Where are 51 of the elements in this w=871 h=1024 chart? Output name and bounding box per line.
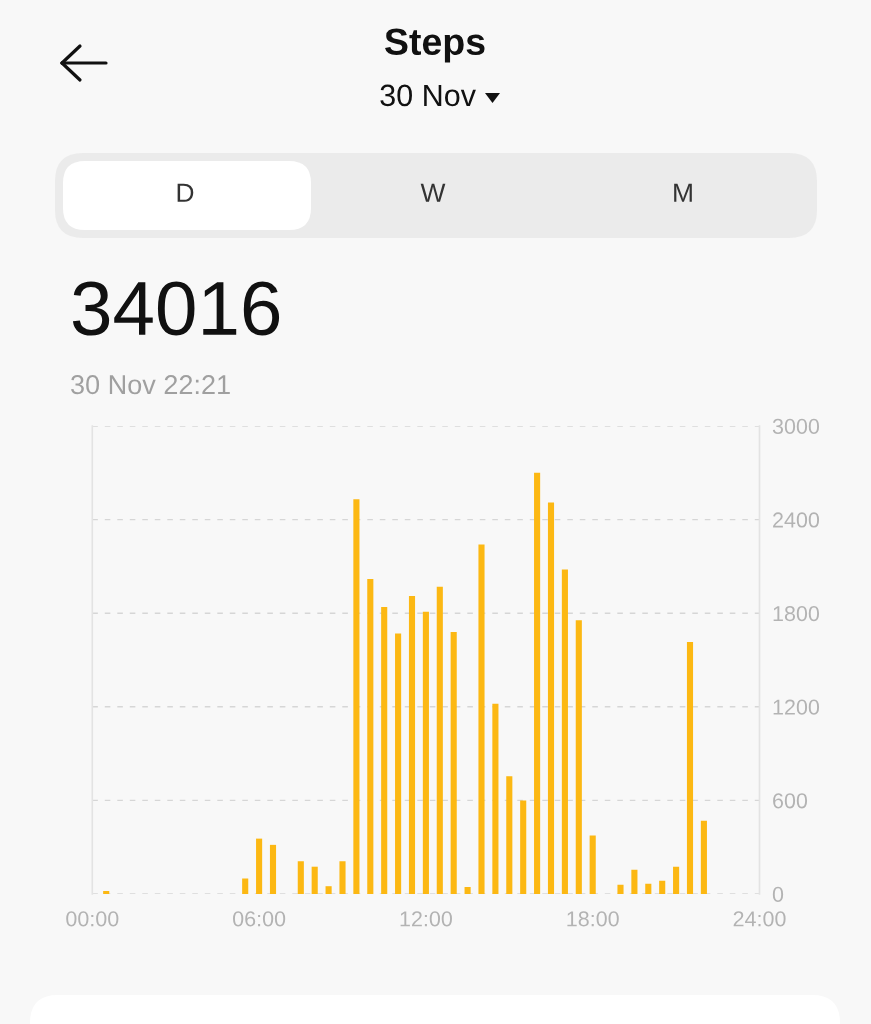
bar (534, 472, 541, 894)
bar (631, 869, 638, 894)
bar (561, 569, 568, 894)
bar (575, 620, 582, 894)
bar (686, 642, 694, 894)
text: M (674, 183, 692, 202)
text: 30 Nov 22:21 (71, 375, 230, 395)
bar (256, 838, 263, 894)
y-tick-label: 3000 (772, 418, 820, 435)
bar (367, 578, 374, 894)
bar (478, 544, 485, 894)
bar (659, 880, 666, 894)
bar (645, 883, 652, 894)
chart-title: Steps (385, 28, 485, 63)
y-tick-label: 2400 (773, 512, 820, 528)
text: 34016 (72, 281, 280, 336)
bar (700, 820, 707, 894)
bar (269, 844, 277, 894)
bar (242, 878, 249, 894)
x-tick-label: 06:00 (233, 911, 286, 927)
bar (673, 866, 680, 894)
bar (506, 776, 513, 894)
x-tick-label: 00:00 (66, 911, 119, 927)
bar (311, 866, 318, 894)
bar (381, 606, 388, 894)
x-tick-label: 24:00 (733, 911, 786, 927)
x-tick-label: 18:00 (567, 911, 619, 927)
bar (450, 631, 457, 894)
bar (325, 886, 332, 894)
bar (464, 886, 471, 894)
text: W (420, 183, 446, 202)
bar (353, 499, 360, 894)
bar (547, 502, 555, 894)
x-tick-label: 12:00 (400, 911, 452, 927)
bar (492, 703, 499, 894)
bar (589, 835, 596, 894)
y-tick-label: 600 (773, 793, 808, 809)
y-tick-label: 1800 (773, 605, 820, 622)
bar (436, 586, 443, 894)
chart-subtitle: 30 Nov (380, 84, 476, 107)
bar (520, 800, 527, 894)
bar (422, 611, 429, 894)
bar (617, 884, 624, 894)
bar (395, 633, 402, 894)
y-tick-label: 0 (772, 886, 784, 903)
bar (408, 596, 416, 894)
bar (339, 861, 346, 894)
text: D (177, 183, 194, 202)
y-tick-label: 1200 (773, 699, 820, 715)
bar (297, 861, 304, 894)
bar (103, 890, 110, 894)
